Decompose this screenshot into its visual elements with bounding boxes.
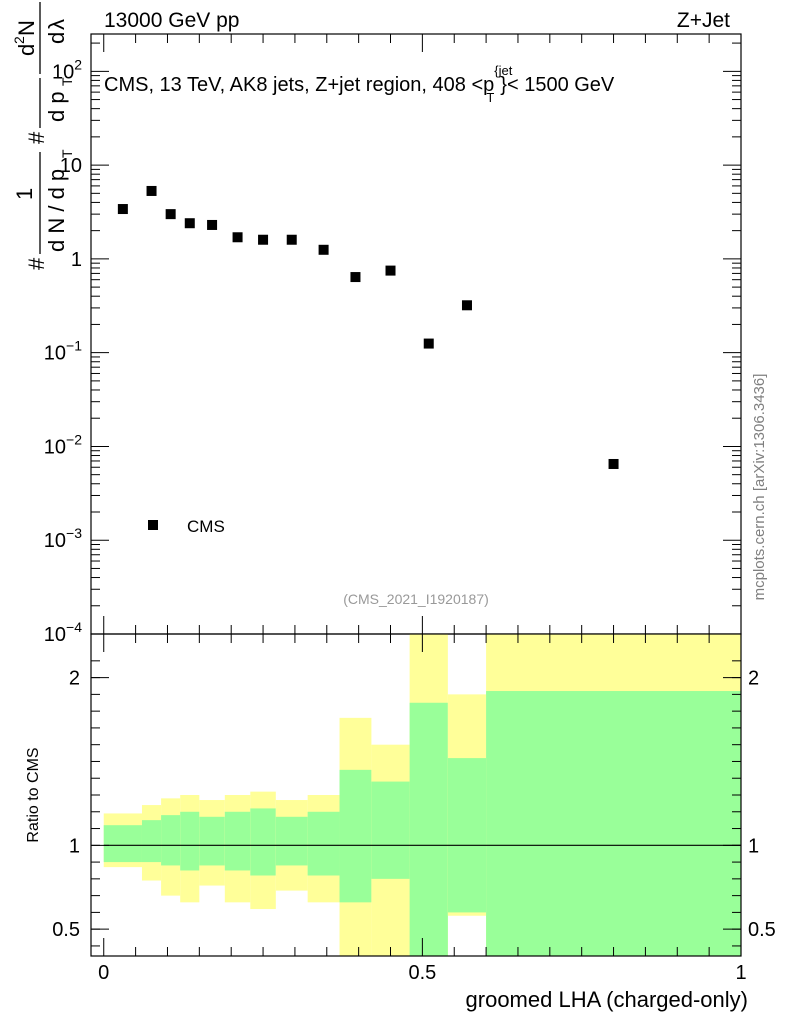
x-tick-label-1: 0.5 [408, 962, 436, 984]
ratio-y-tick-label-left-1: 1 [69, 835, 80, 857]
legend: CMS [148, 517, 225, 536]
y-label-ratio: Ratio to CMS [25, 747, 42, 842]
y-tick-label-4: 10−2 [44, 431, 82, 458]
y-tick-label-5: 10−3 [44, 525, 82, 552]
legend-marker [148, 520, 158, 530]
y-label-one: 1 [12, 188, 37, 200]
band-inner-5 [224, 811, 251, 871]
main-title: CMS, 13 TeV, AK8 jets, Z+jet region, 408… [104, 63, 615, 105]
annotation-analysis: (CMS_2021_I1920187) [343, 591, 489, 607]
band-inner-11 [409, 702, 448, 956]
band-inner-13 [486, 691, 741, 956]
data-point-6 [258, 234, 269, 245]
watermark: mcplots.cern.ch [arXiv:1306.3436] [751, 374, 768, 601]
y-tick-label-6: 10−4 [44, 619, 82, 646]
y-label-lambda: λ [44, 19, 69, 30]
band-inner-12 [447, 758, 487, 913]
ratio-panel: 0 0.5 12 21 10.5 0.5 [52, 633, 776, 984]
ratio-y-tick-label-right-0: 2 [748, 668, 759, 690]
data-point-1 [146, 185, 157, 196]
data-point-5 [232, 232, 243, 243]
band-inner-6 [250, 808, 276, 876]
band-inner-0 [103, 825, 142, 863]
y-label-sup-2: 2 [11, 36, 27, 44]
band-inner-10 [371, 781, 410, 846]
band-inner-lower-10 [371, 845, 410, 879]
band-inner-9 [339, 769, 372, 903]
data-point-3 [184, 218, 195, 229]
data-point-12 [461, 300, 472, 311]
y-tick-label-3: 10−1 [44, 338, 82, 365]
data-point-13 [608, 458, 619, 469]
y-label-dpt: d p [44, 91, 69, 122]
ratio-y-tick-label-right-2: 0.5 [748, 919, 776, 941]
y-label-n: N [14, 20, 39, 36]
data-point-9 [350, 272, 361, 283]
x-tick-label-2: 1 [735, 962, 746, 984]
main-frame [90, 33, 742, 635]
band-inner-7 [275, 816, 308, 866]
ratio-y-tick-label-right-1: 1 [748, 835, 759, 857]
y-label-d-2: d [44, 32, 69, 44]
ratio-y-tick-label-left-0: 2 [69, 668, 80, 690]
y-tick-label-2: 1 [71, 249, 82, 271]
data-point-2 [165, 209, 176, 220]
x-tick-label-0: 0 [98, 962, 109, 984]
data-point-8 [318, 244, 329, 255]
legend-label: CMS [187, 517, 225, 536]
x-label: groomed LHA (charged-only) [466, 987, 748, 1012]
band-inner-3 [180, 811, 200, 871]
y-label-dndpt: d N / d p [44, 169, 69, 252]
band-inner-1 [141, 820, 162, 863]
band-inner-2 [161, 815, 181, 866]
data-point-7 [286, 234, 297, 245]
band-inner-8 [307, 811, 340, 876]
y-tick-label-1: 10 [60, 155, 82, 177]
y-tick-label-0: 102 [52, 56, 82, 83]
data-point-11 [423, 338, 434, 349]
data-point-0 [117, 204, 128, 215]
y-label-hash-1: # [24, 257, 49, 270]
y-label-hash-2: # [24, 131, 49, 144]
data-point-10 [385, 265, 396, 276]
y-label-sub-t-2: T [59, 77, 75, 86]
header-right: Z+Jet [677, 9, 730, 32]
ratio-y-tick-label-left-2: 0.5 [52, 919, 80, 941]
data-point-4 [207, 219, 218, 230]
band-inner-4 [199, 816, 225, 866]
y-label-sub-t-1: T [59, 149, 75, 158]
header-left: 13000 GeV pp [104, 9, 239, 32]
y-label-d: d [14, 44, 39, 56]
